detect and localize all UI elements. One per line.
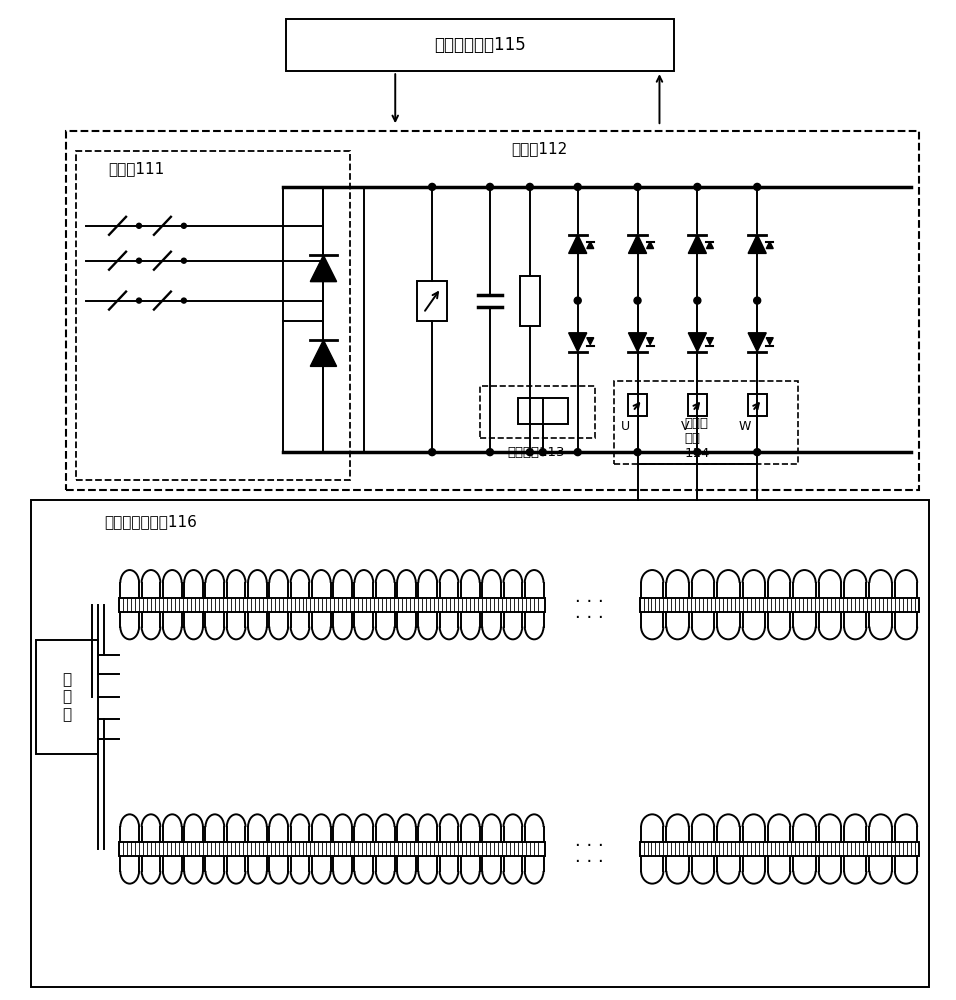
Circle shape	[575, 183, 581, 190]
Circle shape	[634, 297, 641, 304]
Circle shape	[753, 297, 761, 304]
Text: V: V	[681, 420, 689, 433]
Polygon shape	[628, 235, 646, 253]
Text: 逆变柜112: 逆变柜112	[511, 142, 568, 157]
Bar	[32, 500, 928, 987]
Circle shape	[634, 183, 641, 190]
Circle shape	[575, 297, 581, 304]
Circle shape	[182, 298, 186, 303]
Circle shape	[487, 183, 493, 190]
Polygon shape	[587, 338, 594, 345]
Polygon shape	[767, 338, 773, 345]
Text: 制动电阻113: 制动电阻113	[507, 446, 565, 459]
Bar	[628, 394, 647, 416]
Polygon shape	[749, 333, 767, 352]
Polygon shape	[311, 340, 337, 366]
Circle shape	[694, 297, 701, 304]
Circle shape	[137, 223, 141, 228]
Text: 整流柜111: 整流柜111	[108, 161, 164, 176]
Bar	[417, 281, 447, 321]
Polygon shape	[628, 333, 646, 352]
Text: . . .: . . .	[576, 588, 604, 606]
Circle shape	[428, 449, 436, 456]
Circle shape	[182, 258, 186, 263]
Circle shape	[182, 223, 186, 228]
Bar	[66, 131, 919, 490]
Bar	[688, 394, 706, 416]
Polygon shape	[706, 242, 713, 249]
Polygon shape	[688, 333, 706, 352]
Circle shape	[527, 449, 533, 456]
Circle shape	[753, 183, 761, 190]
Polygon shape	[569, 235, 587, 253]
Text: 接
线
柜: 接 线 柜	[63, 672, 72, 722]
Polygon shape	[646, 338, 654, 345]
Polygon shape	[767, 242, 773, 249]
Circle shape	[694, 449, 701, 456]
Circle shape	[694, 183, 701, 190]
Polygon shape	[311, 255, 337, 282]
Circle shape	[527, 183, 533, 190]
Circle shape	[137, 298, 141, 303]
Polygon shape	[688, 235, 706, 253]
Text: W: W	[739, 420, 751, 433]
Text: . . .: . . .	[576, 832, 604, 850]
Polygon shape	[749, 235, 767, 253]
Circle shape	[428, 183, 436, 190]
Polygon shape	[587, 242, 594, 249]
Text: U: U	[621, 420, 630, 433]
Text: . . .: . . .	[576, 604, 604, 622]
Text: 输出开
关柜
114: 输出开 关柜 114	[684, 417, 709, 460]
Polygon shape	[646, 242, 654, 249]
Bar	[480, 386, 595, 438]
Text: 牵引控制单元115: 牵引控制单元115	[434, 36, 526, 54]
Circle shape	[634, 449, 641, 456]
Bar	[748, 394, 767, 416]
Bar	[520, 276, 540, 326]
Polygon shape	[706, 338, 713, 345]
Circle shape	[137, 258, 141, 263]
Bar	[640, 842, 919, 856]
Bar	[36, 640, 98, 754]
Bar	[120, 842, 545, 856]
Bar	[614, 381, 798, 464]
Bar	[640, 598, 919, 612]
Text: 长定子直线电机116: 长定子直线电机116	[104, 514, 197, 529]
Circle shape	[487, 449, 493, 456]
Circle shape	[539, 449, 546, 456]
Polygon shape	[569, 333, 587, 352]
Circle shape	[575, 449, 581, 456]
Bar	[286, 19, 674, 71]
Bar	[120, 598, 545, 612]
Bar	[518, 398, 568, 424]
Bar	[283, 187, 364, 452]
Text: . . .: . . .	[576, 848, 604, 866]
Bar	[76, 151, 350, 480]
Circle shape	[753, 449, 761, 456]
